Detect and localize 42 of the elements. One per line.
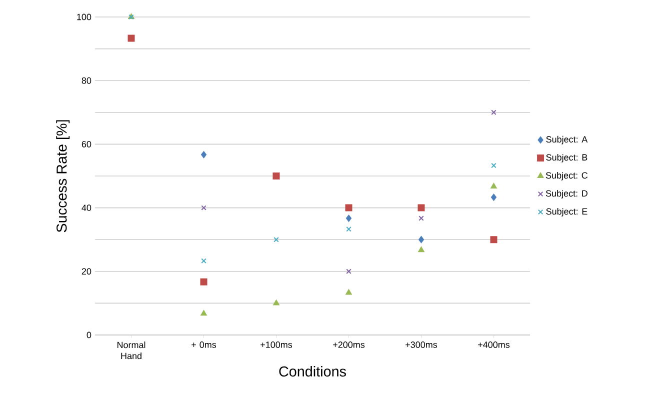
- point: [200, 278, 208, 286]
- point: [490, 194, 496, 201]
- y-tick-label: 80: [82, 77, 92, 84]
- y-tick-label: 20: [82, 268, 92, 275]
- point: [346, 268, 352, 274]
- point: [418, 246, 424, 252]
- x-tick-label: +100ms: [260, 342, 292, 348]
- point: [200, 310, 207, 316]
- x-tick-label: + 0ms: [192, 342, 216, 348]
- point: [418, 216, 424, 221]
- legend-label: Subject: C: [546, 172, 588, 180]
- point: [201, 205, 206, 210]
- point: [346, 289, 352, 295]
- y-axis-title: Success Rate [%]: [56, 120, 70, 232]
- point: [128, 34, 135, 42]
- point: [346, 226, 352, 232]
- point: [201, 258, 206, 264]
- point: [345, 204, 352, 212]
- x-tick-label: +300ms: [406, 342, 438, 348]
- point: [201, 151, 207, 158]
- point: [491, 110, 496, 116]
- point: [346, 214, 352, 222]
- point: [274, 236, 279, 242]
- legend-label: Subject: E: [546, 208, 588, 216]
- point: [273, 300, 280, 306]
- legend-label: Subject: D: [546, 190, 588, 198]
- x-tick-label: +200ms: [333, 342, 365, 348]
- y-tick-label: 60: [82, 141, 92, 148]
- y-tick-label: 100: [77, 14, 92, 20]
- y-tick-label: 0: [86, 332, 92, 338]
- x-tick-label: +400ms: [478, 342, 510, 348]
- point: [491, 162, 496, 168]
- point: [490, 182, 497, 188]
- x-axis-title: Conditions: [279, 366, 346, 377]
- x-tick-label: Normal Hand: [117, 342, 146, 360]
- point: [418, 236, 424, 244]
- y-tick-label: 40: [82, 204, 92, 211]
- point: [490, 236, 498, 244]
- point: [272, 172, 280, 180]
- legend-label: Subject: A: [546, 136, 588, 144]
- legend-label: Subject: B: [546, 154, 588, 162]
- point: [418, 204, 425, 212]
